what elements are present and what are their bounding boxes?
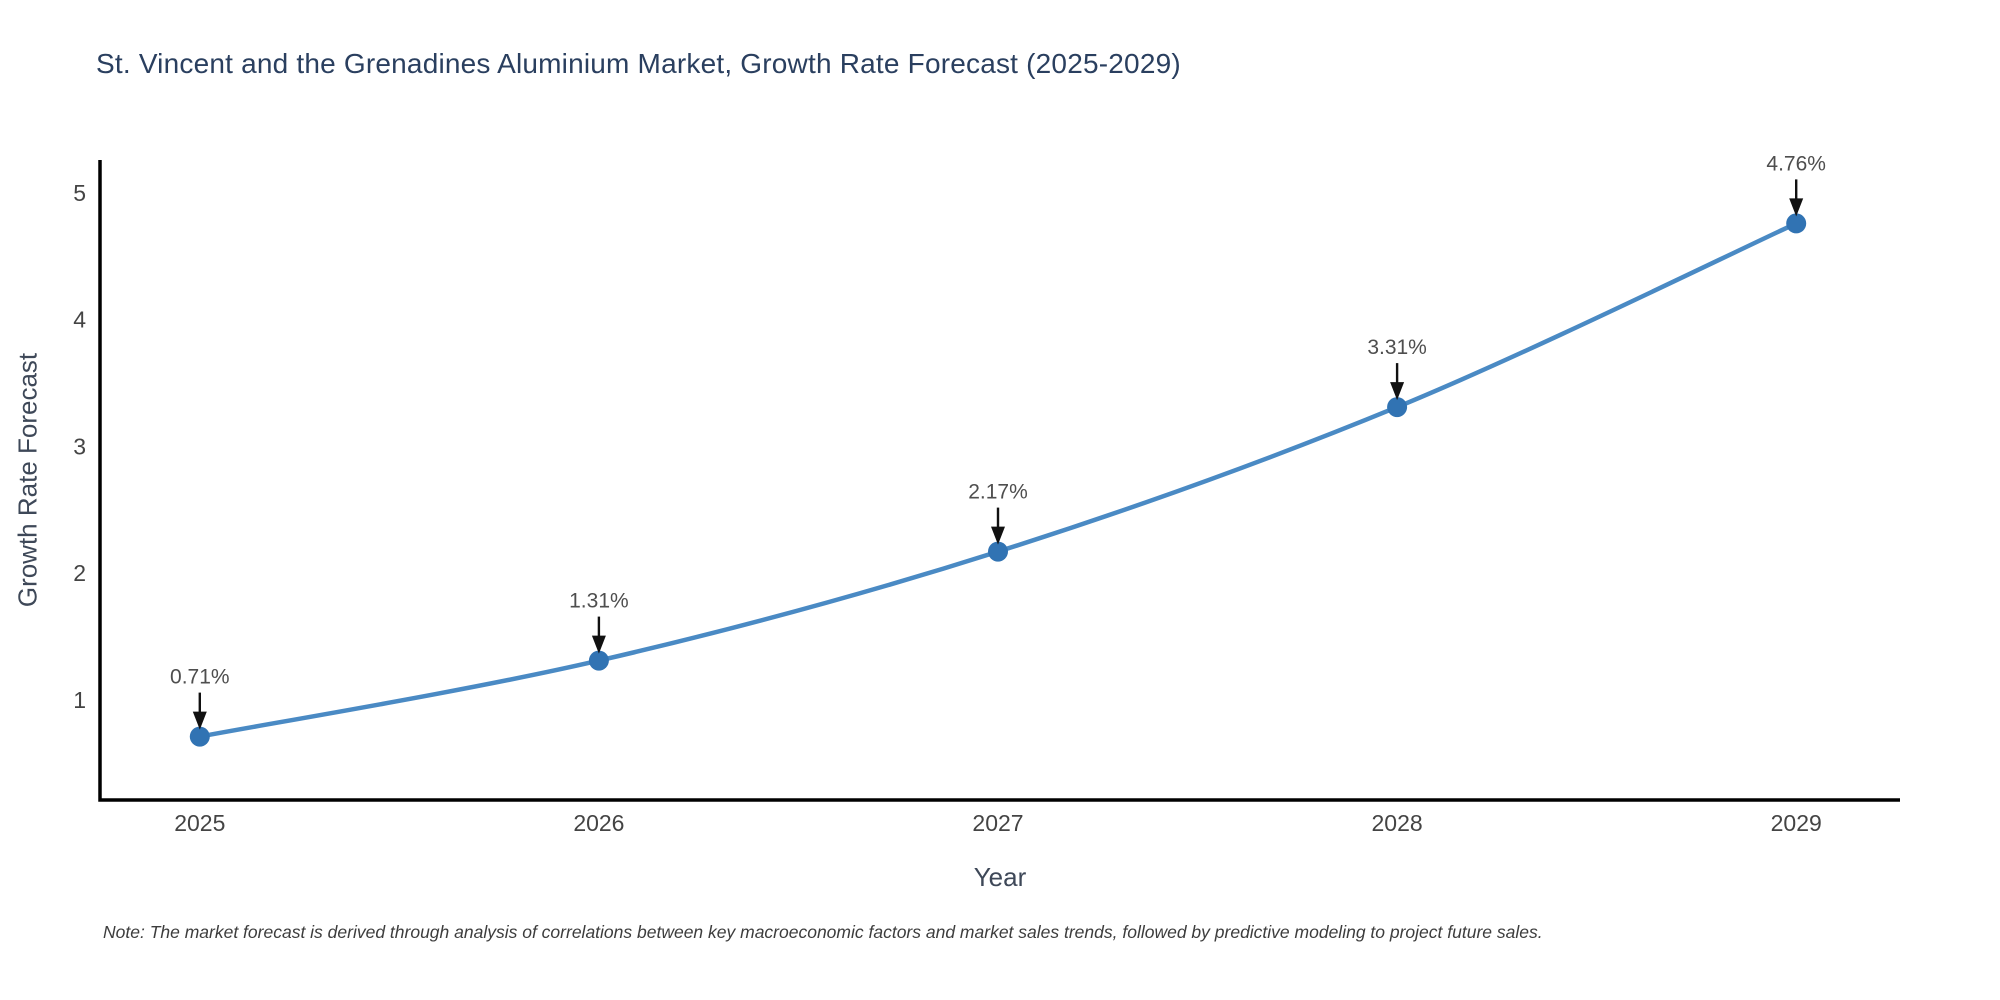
annotation-arrowhead	[591, 635, 606, 654]
x-tick-label: 2028	[1372, 810, 1423, 836]
annotation-arrowhead	[1789, 198, 1804, 217]
x-tick-label: 2029	[1771, 810, 1822, 836]
annotation-arrowhead	[991, 526, 1005, 545]
y-tick-label: 5	[73, 180, 86, 206]
data-point-marker	[1387, 397, 1408, 418]
annotation-label: 0.71%	[170, 666, 230, 689]
annotation-label: 4.76%	[1766, 152, 1826, 175]
annotation-label: 2.17%	[968, 481, 1028, 504]
x-tick-label: 2025	[174, 810, 225, 836]
data-point-marker	[988, 541, 1008, 562]
data-point-marker	[189, 726, 210, 747]
annotation-arrowhead	[192, 711, 207, 730]
footnote: Note: The market forecast is derived thr…	[103, 922, 1543, 942]
y-tick-label: 2	[73, 560, 86, 586]
annotation-label: 3.31%	[1367, 336, 1427, 359]
x-tick-label: 2027	[972, 810, 1023, 836]
y-axis-title: Growth Rate Forecast	[12, 352, 43, 608]
axis-lines	[98, 160, 1900, 802]
data-point-marker	[588, 650, 609, 671]
annotation-arrowhead	[1390, 382, 1405, 401]
x-axis-title: Year	[973, 862, 1027, 892]
y-tick-label: 1	[73, 687, 86, 713]
x-tick-label: 2026	[573, 810, 624, 836]
annotation-label: 1.31%	[569, 590, 629, 613]
y-tick-label: 4	[73, 307, 86, 333]
chart-title: St. Vincent and the Grenadines Aluminium…	[96, 48, 1181, 79]
y-tick-label: 3	[73, 433, 86, 459]
data-point-marker	[1786, 213, 1807, 234]
